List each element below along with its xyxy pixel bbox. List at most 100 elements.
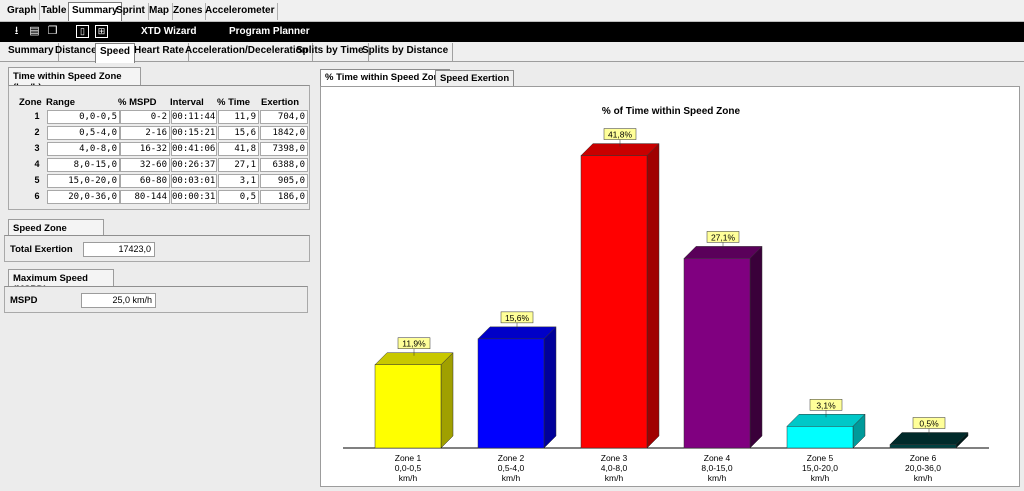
category-label: Zone 4 bbox=[704, 453, 731, 463]
max-speed-title: Maximum Speed (MSPD) bbox=[8, 269, 114, 295]
zone-mspd-cell: 16-32 bbox=[120, 142, 170, 156]
max-speed-box: MSPD 25,0 km/h bbox=[4, 286, 308, 313]
speed-zone-table-title: Time within Speed Zone (km/h) bbox=[8, 67, 141, 93]
mspd-label: MSPD bbox=[10, 295, 38, 306]
tab-accelerometer[interactable]: Accelerometer bbox=[202, 3, 279, 20]
data-label: 41,8% bbox=[608, 130, 633, 140]
zone-mspd-cell: 0-2 bbox=[120, 110, 170, 124]
category-unit-label: km/h bbox=[708, 473, 727, 483]
category-range-label: 4,0-8,0 bbox=[601, 463, 628, 473]
tab-map[interactable]: Map bbox=[146, 3, 173, 20]
col-header-range: Range bbox=[46, 97, 76, 108]
zone-range-cell: 0,0-0,5 bbox=[47, 110, 120, 124]
zone-number: 6 bbox=[34, 191, 40, 201]
category-range-label: 15,0-20,0 bbox=[802, 463, 838, 473]
zone-time-cell: 0,5 bbox=[218, 190, 259, 204]
tab-graph[interactable]: Graph bbox=[4, 3, 41, 20]
zone-mspd-cell: 60-80 bbox=[120, 174, 170, 188]
split-view-icon[interactable]: ▯ bbox=[76, 25, 89, 38]
bar bbox=[374, 364, 442, 449]
data-label: 27,1% bbox=[711, 232, 736, 242]
zone-exertion-cell: 905,0 bbox=[260, 174, 308, 188]
bar bbox=[786, 426, 854, 449]
category-range-label: 8,0-15,0 bbox=[701, 463, 732, 473]
subtab-heart-rate[interactable]: Heart Rate bbox=[130, 43, 190, 61]
zone-mspd-cell: 80-144 bbox=[120, 190, 170, 204]
tab-summary[interactable]: Summary bbox=[68, 2, 122, 21]
zone-number: 1 bbox=[34, 111, 40, 121]
tab-zones[interactable]: Zones bbox=[170, 3, 207, 20]
zone-interval-cell: 00:41:06 bbox=[171, 142, 217, 156]
zone-time-cell: 27,1 bbox=[218, 158, 259, 172]
chart-area: % of Time within Speed Zone 11,9% Zone 1 0,… bbox=[320, 86, 1020, 487]
category-unit-label: km/h bbox=[502, 473, 521, 483]
zone-range-cell: 4,0-8,0 bbox=[47, 142, 120, 156]
category-label: Zone 5 bbox=[807, 453, 834, 463]
zone-exertion-cell: 704,0 bbox=[260, 110, 308, 124]
zone-number: 5 bbox=[34, 175, 40, 185]
col-header-mspd: % MSPD bbox=[118, 97, 157, 108]
category-label: Zone 6 bbox=[910, 453, 937, 463]
zone-number: 3 bbox=[34, 143, 40, 153]
zone-exertion-cell: 6388,0 bbox=[260, 158, 308, 172]
zone-range-cell: 20,0-36,0 bbox=[47, 190, 120, 204]
category-unit-label: km/h bbox=[811, 473, 830, 483]
tab-table[interactable]: Table bbox=[38, 3, 71, 20]
xtd-wizard-button[interactable]: XTD Wizard bbox=[141, 26, 197, 37]
print-icon[interactable]: ▤ bbox=[29, 25, 40, 37]
chart-title: % of Time within Speed Zone bbox=[602, 106, 741, 117]
zone-mspd-cell: 2-16 bbox=[120, 126, 170, 140]
zone-range-cell: 8,0-15,0 bbox=[47, 158, 120, 172]
bar-side bbox=[646, 142, 660, 449]
subtab-summary[interactable]: Summary bbox=[4, 43, 59, 61]
category-label: Zone 2 bbox=[498, 453, 525, 463]
total-exertion-label: Total Exertion bbox=[10, 244, 73, 255]
col-header-exertion: Exertion bbox=[261, 97, 300, 108]
bar-side bbox=[749, 245, 763, 449]
category-range-label: 0,0-0,5 bbox=[395, 463, 422, 473]
bar bbox=[477, 338, 545, 449]
data-label: 11,9% bbox=[402, 339, 426, 349]
zone-number: 2 bbox=[34, 127, 40, 137]
category-label: Zone 3 bbox=[601, 453, 628, 463]
tab-speed-exertion[interactable]: Speed Exertion bbox=[435, 70, 515, 87]
zone-time-cell: 15,6 bbox=[218, 126, 259, 140]
bar bbox=[683, 258, 751, 449]
zone-time-cell: 41,8 bbox=[218, 142, 259, 156]
tab-sprint[interactable]: Sprint bbox=[113, 3, 149, 20]
zone-mspd-cell: 32-60 bbox=[120, 158, 170, 172]
data-label: 15,6% bbox=[505, 313, 530, 323]
subtab-splits-by-distance[interactable]: Splits by Distance bbox=[358, 43, 454, 61]
copy-icon[interactable]: ❐ bbox=[47, 25, 58, 37]
zone-number: 4 bbox=[34, 159, 40, 169]
zone-time-cell: 3,1 bbox=[218, 174, 259, 188]
col-header-interval: Interval bbox=[170, 97, 204, 108]
grid-view-icon[interactable]: ⊞ bbox=[95, 25, 108, 38]
bar bbox=[889, 444, 957, 449]
bar-side bbox=[440, 352, 454, 449]
category-unit-label: km/h bbox=[605, 473, 624, 483]
category-range-label: 20,0-36,0 bbox=[905, 463, 941, 473]
col-header-zone: Zone bbox=[19, 97, 42, 108]
zone-interval-cell: 00:26:37 bbox=[171, 158, 217, 172]
download-icon[interactable]: ⭳ bbox=[14, 25, 19, 37]
tab-time-within-speed-zone[interactable]: % Time within Speed Zone bbox=[320, 69, 450, 86]
zone-interval-cell: 00:11:44 bbox=[171, 110, 217, 124]
subtab-acceleration-deceleration[interactable]: Acceleration/Deceleration bbox=[181, 43, 313, 61]
zone-exertion-cell: 1842,0 bbox=[260, 126, 308, 140]
data-label: 0,5% bbox=[919, 419, 939, 429]
zone-time-cell: 11,9 bbox=[218, 110, 259, 124]
total-exertion-field: 17423,0 bbox=[83, 242, 155, 257]
bar bbox=[580, 155, 648, 449]
toolbar: ⭳ ▤ ❐ ▯ ⊞ XTD Wizard Program Planner bbox=[0, 22, 1024, 42]
category-unit-label: km/h bbox=[399, 473, 418, 483]
subtab-speed[interactable]: Speed bbox=[95, 43, 136, 63]
exertion-box: Total Exertion 17423,0 bbox=[4, 235, 310, 262]
zone-exertion-cell: 186,0 bbox=[260, 190, 308, 204]
program-planner-button[interactable]: Program Planner bbox=[229, 26, 310, 37]
category-range-label: 0,5-4,0 bbox=[498, 463, 525, 473]
zone-exertion-cell: 7398,0 bbox=[260, 142, 308, 156]
zone-range-cell: 15,0-20,0 bbox=[47, 174, 120, 188]
subtab-splits-by-time[interactable]: Splits by Time bbox=[292, 43, 369, 61]
